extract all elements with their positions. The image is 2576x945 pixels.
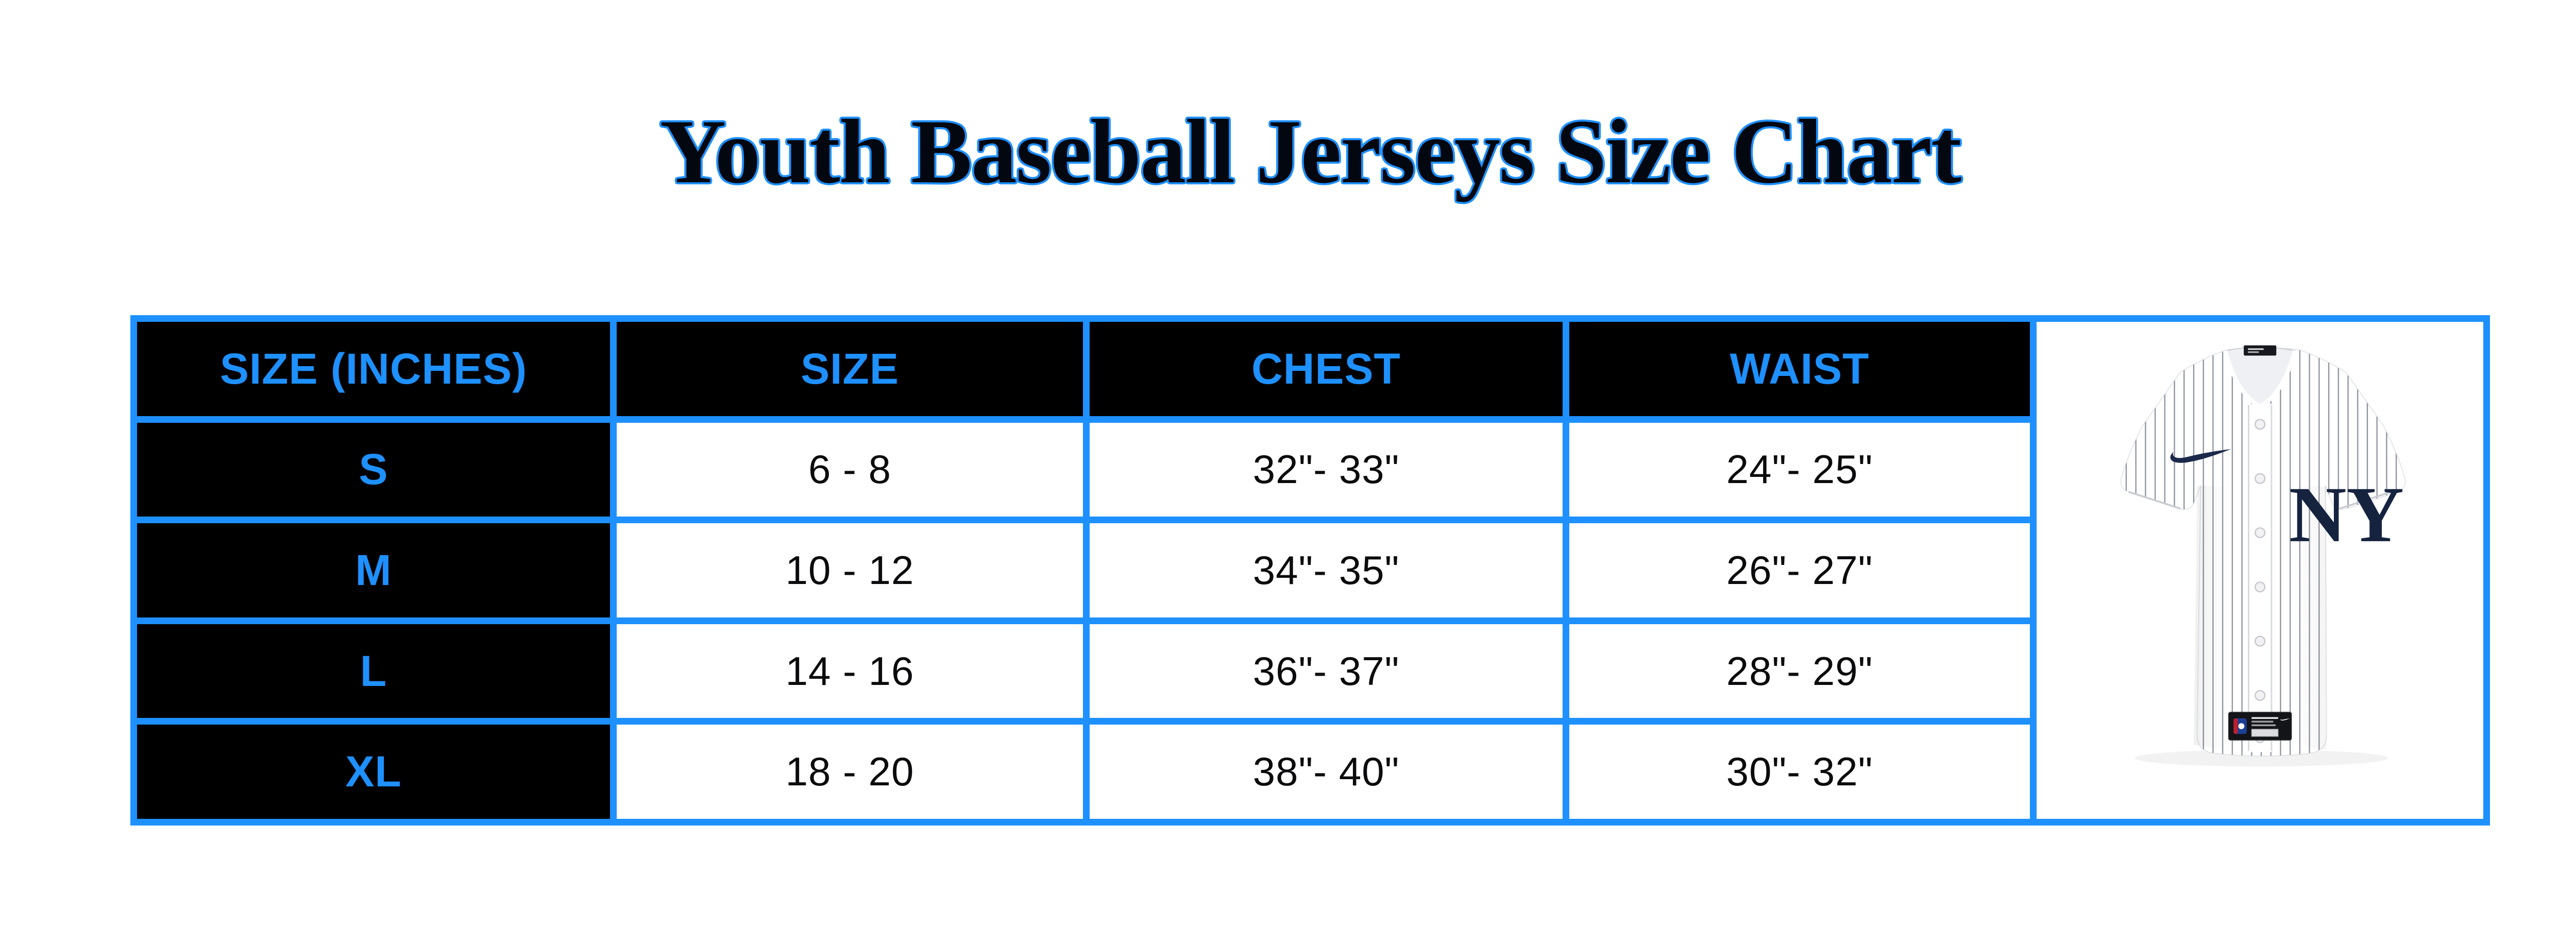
cell-s-size: 6 - 8 [617,422,1083,517]
row-label-s: S [137,422,610,517]
jock-tag [2228,712,2292,741]
cell-l-chest: 36"- 37" [1090,624,1563,718]
column-header-waist: WAIST [1569,322,2030,416]
nike-swoosh-icon [2170,449,2231,463]
page-title: Youth Baseball Jerseys Size Chart [659,100,1962,202]
yankees-pinstripe-jersey-image: NY [2120,346,2406,767]
cell-l-waist: 28"- 29" [1569,624,2030,718]
mlb-logo-icon [2233,718,2247,734]
jersey-photo: NY [2037,322,2483,819]
column-header-size-inches: SIZE (INCHES) [137,322,610,416]
cell-s-waist: 24"- 25" [1569,422,2030,517]
size-chart-table: SIZE (INCHES) SIZE CHEST WAIST [130,315,2490,826]
jersey-shadow [2134,750,2388,767]
column-header-chest: CHEST [1090,322,1563,416]
row-label-m: M [137,523,610,617]
ny-logo-letters: NY [2289,471,2404,559]
cell-s-chest: 32"- 33" [1090,422,1563,517]
cell-xl-chest: 38"- 40" [1090,725,1563,819]
collar-tag [2243,346,2277,356]
nike-swoosh-small-icon [2280,718,2290,721]
ny-logo: NY [2289,471,2404,559]
column-header-size: SIZE [617,322,1083,416]
row-label-l: L [137,624,610,718]
cell-m-size: 10 - 12 [617,523,1083,617]
cell-m-chest: 34"- 35" [1090,523,1563,617]
cell-l-size: 14 - 16 [617,624,1083,718]
jersey-placket [2247,404,2273,752]
row-label-xl: XL [137,725,610,819]
cell-xl-size: 18 - 20 [617,725,1083,819]
cell-m-waist: 26"- 27" [1569,523,2030,617]
cell-xl-waist: 30"- 32" [1569,725,2030,819]
